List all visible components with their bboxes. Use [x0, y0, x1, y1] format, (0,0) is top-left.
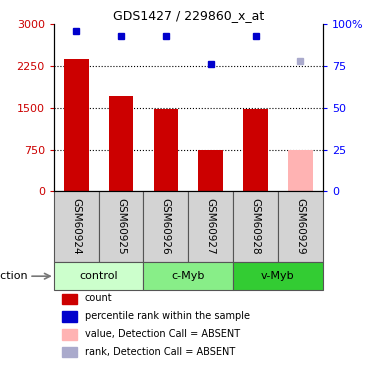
Bar — [62, 311, 77, 322]
Bar — [54, 191, 99, 262]
Text: v-Myb: v-Myb — [261, 271, 295, 281]
Bar — [233, 191, 278, 262]
Bar — [198, 150, 223, 191]
Text: control: control — [79, 271, 118, 281]
Text: infection: infection — [0, 271, 28, 281]
Text: GSM60928: GSM60928 — [250, 198, 260, 255]
Bar — [243, 109, 268, 191]
Text: percentile rank within the sample: percentile rank within the sample — [85, 311, 250, 321]
Bar — [99, 191, 144, 262]
Text: GSM60925: GSM60925 — [116, 198, 126, 255]
Text: value, Detection Call = ABSENT: value, Detection Call = ABSENT — [85, 329, 240, 339]
Bar — [62, 329, 77, 340]
Bar — [288, 150, 313, 191]
Text: count: count — [85, 293, 112, 303]
Bar — [144, 191, 188, 262]
Bar — [233, 262, 323, 290]
Bar — [62, 347, 77, 357]
Text: GSM60927: GSM60927 — [206, 198, 216, 255]
Text: GSM60926: GSM60926 — [161, 198, 171, 255]
Bar — [62, 294, 77, 304]
Text: GSM60929: GSM60929 — [295, 198, 305, 255]
Bar — [144, 262, 233, 290]
Bar — [188, 191, 233, 262]
Bar — [54, 262, 144, 290]
Bar — [154, 109, 178, 191]
Text: rank, Detection Call = ABSENT: rank, Detection Call = ABSENT — [85, 347, 235, 357]
Bar — [109, 96, 133, 191]
Title: GDS1427 / 229860_x_at: GDS1427 / 229860_x_at — [113, 9, 264, 22]
Bar — [278, 191, 323, 262]
Text: c-Myb: c-Myb — [172, 271, 205, 281]
Bar — [64, 59, 89, 191]
Text: GSM60924: GSM60924 — [71, 198, 81, 255]
